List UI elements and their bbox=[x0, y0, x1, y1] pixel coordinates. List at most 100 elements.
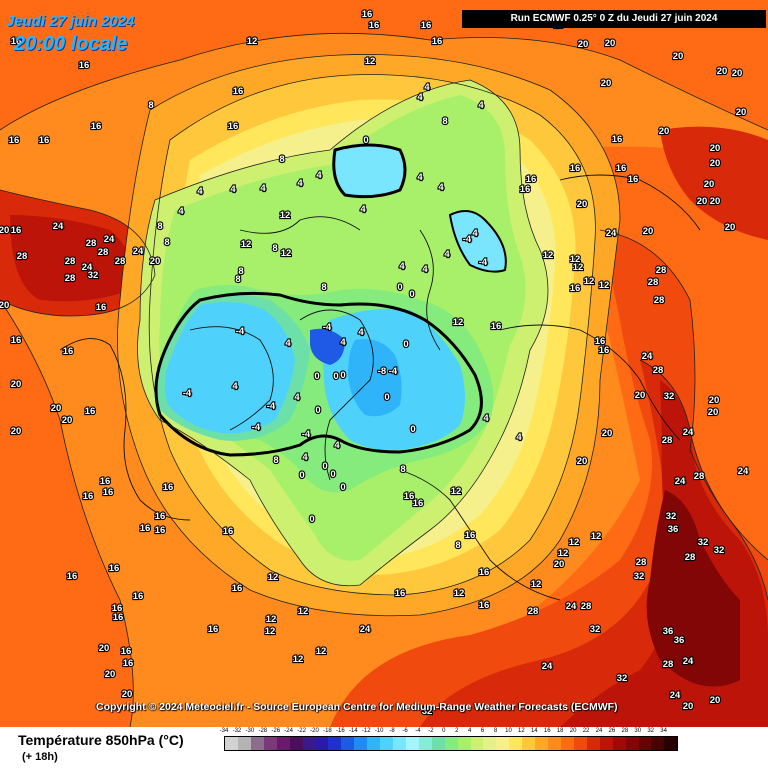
temperature-label: 4 bbox=[358, 327, 364, 338]
temperature-label: -4 bbox=[463, 234, 472, 245]
temperature-label: 32 bbox=[698, 537, 709, 548]
temperature-label: 20 bbox=[673, 51, 684, 62]
temperature-label: 24 bbox=[82, 262, 93, 273]
temperature-label: 4 bbox=[444, 249, 450, 260]
legend-swatch bbox=[263, 737, 277, 750]
legend-tick-label: -12 bbox=[361, 728, 371, 734]
temperature-label: 16 bbox=[140, 523, 151, 534]
legend-swatch bbox=[341, 737, 355, 750]
legend-tick-label: 10 bbox=[505, 728, 512, 734]
temperature-label: 20 bbox=[11, 379, 22, 390]
legend-tick-label: -24 bbox=[284, 728, 293, 734]
temperature-label: 12 bbox=[281, 248, 292, 259]
temperature-label: 4 bbox=[178, 206, 184, 217]
temperature-label: 12 bbox=[298, 606, 309, 617]
temperature-label: 4 bbox=[483, 413, 489, 424]
temperature-label: 16 bbox=[479, 567, 490, 578]
temperature-label: 20 bbox=[578, 39, 589, 50]
temperature-label: 28 bbox=[17, 251, 28, 262]
legend-swatch bbox=[457, 737, 471, 750]
temperature-label: 28 bbox=[653, 365, 664, 376]
temperature-label: 16 bbox=[11, 225, 22, 236]
temperature-label: 28 bbox=[648, 277, 659, 288]
legend-bar: Température 850hPa (°C) (+ 18h) -34 -32 -3… bbox=[0, 727, 768, 768]
temperature-label: 20 bbox=[635, 390, 646, 401]
forecast-time: 20:00 locale bbox=[14, 33, 128, 55]
temperature-label: -4 bbox=[267, 401, 276, 412]
temperature-label: 20 bbox=[708, 407, 719, 418]
temperature-label: 0 bbox=[403, 339, 408, 350]
legend-swatch bbox=[289, 737, 303, 750]
legend-tick-label: 28 bbox=[621, 728, 629, 734]
field-30-34 bbox=[646, 490, 740, 687]
temperature-label: 20 bbox=[62, 415, 73, 426]
temperature-label: 4 bbox=[334, 440, 340, 451]
temperature-label: 0 bbox=[314, 371, 319, 382]
temperature-label: 16 bbox=[100, 476, 111, 487]
temperature-label: 24 bbox=[683, 427, 694, 438]
legend-swatch bbox=[573, 737, 587, 750]
temperature-label: 16 bbox=[163, 482, 174, 493]
temperature-label: 20 bbox=[710, 143, 721, 154]
legend-tick-label: 34 bbox=[660, 728, 667, 734]
legend-swatch bbox=[548, 737, 561, 750]
legend-swatch bbox=[470, 737, 484, 750]
temperature-label: 20 bbox=[704, 179, 715, 190]
temperature-label: 16 bbox=[103, 487, 114, 498]
temperature-label: 4 bbox=[297, 178, 303, 189]
temperature-label: -8 bbox=[378, 366, 386, 377]
temperature-label: 12 bbox=[573, 262, 584, 273]
temperature-label: 16 bbox=[123, 658, 134, 669]
temperature-label: 8 bbox=[321, 282, 326, 293]
temperature-label: 4 bbox=[285, 338, 291, 349]
temperature-label: 32 bbox=[714, 545, 725, 556]
temperature-label: 16 bbox=[113, 612, 124, 623]
temperature-label: -4 bbox=[479, 257, 488, 268]
temperature-label: 16 bbox=[520, 184, 531, 195]
temperature-label: 28 bbox=[694, 471, 705, 482]
temperature-label: 28 bbox=[685, 552, 696, 563]
temperature-label: 16 bbox=[112, 603, 123, 614]
temperature-label: 0 bbox=[363, 135, 368, 146]
temperature-label: 16 bbox=[208, 624, 219, 635]
temperature-label: 4 bbox=[417, 172, 423, 183]
temperature-label: 36 bbox=[674, 635, 685, 646]
temperature-label: 16 bbox=[599, 345, 610, 356]
temperature-label: 16 bbox=[595, 336, 606, 347]
temperature-label: 16 bbox=[404, 491, 415, 502]
temperature-label: 32 bbox=[666, 511, 677, 522]
temperature-label: 28 bbox=[654, 295, 665, 306]
temperature-label: 8 bbox=[273, 455, 278, 466]
temperature-label: 24 bbox=[566, 601, 577, 612]
legend-swatch bbox=[560, 737, 574, 750]
temperature-label: 20 bbox=[150, 256, 161, 267]
temperature-label: 16 bbox=[155, 511, 166, 522]
temperature-label: 12 bbox=[531, 579, 542, 590]
temperature-label: 20 bbox=[577, 199, 588, 210]
temperature-label: 20 bbox=[577, 456, 588, 467]
legend-swatch bbox=[237, 737, 251, 750]
legend-swatch bbox=[638, 737, 652, 750]
temperature-label: 4 bbox=[516, 432, 522, 443]
temperature-label: 4 bbox=[197, 186, 203, 197]
legend-swatch bbox=[444, 737, 458, 750]
legend-tick-label: 4 bbox=[467, 728, 472, 734]
legend-tick-label: 14 bbox=[530, 728, 538, 734]
legend-swatch bbox=[250, 737, 264, 750]
temperature-label: 8 bbox=[455, 540, 460, 551]
temperature-label: 28 bbox=[98, 247, 109, 258]
temperature-label: 8 bbox=[164, 237, 169, 248]
legend-swatch bbox=[225, 737, 238, 750]
temperature-label: 12 bbox=[453, 317, 464, 328]
legend-swatch bbox=[612, 737, 626, 750]
temperature-label: -4 bbox=[183, 388, 192, 399]
legend-swatch bbox=[522, 737, 536, 750]
temperature-label: -4 bbox=[252, 422, 261, 433]
temperature-label: -4 bbox=[389, 366, 398, 377]
temperature-label: 0 bbox=[322, 461, 327, 472]
legend-tick-label: 18 bbox=[556, 728, 564, 734]
temperature-label: 20 bbox=[683, 701, 694, 712]
legend-swatch bbox=[509, 737, 523, 750]
legend-swatch bbox=[431, 737, 445, 750]
temperature-label: 20 bbox=[710, 695, 721, 706]
